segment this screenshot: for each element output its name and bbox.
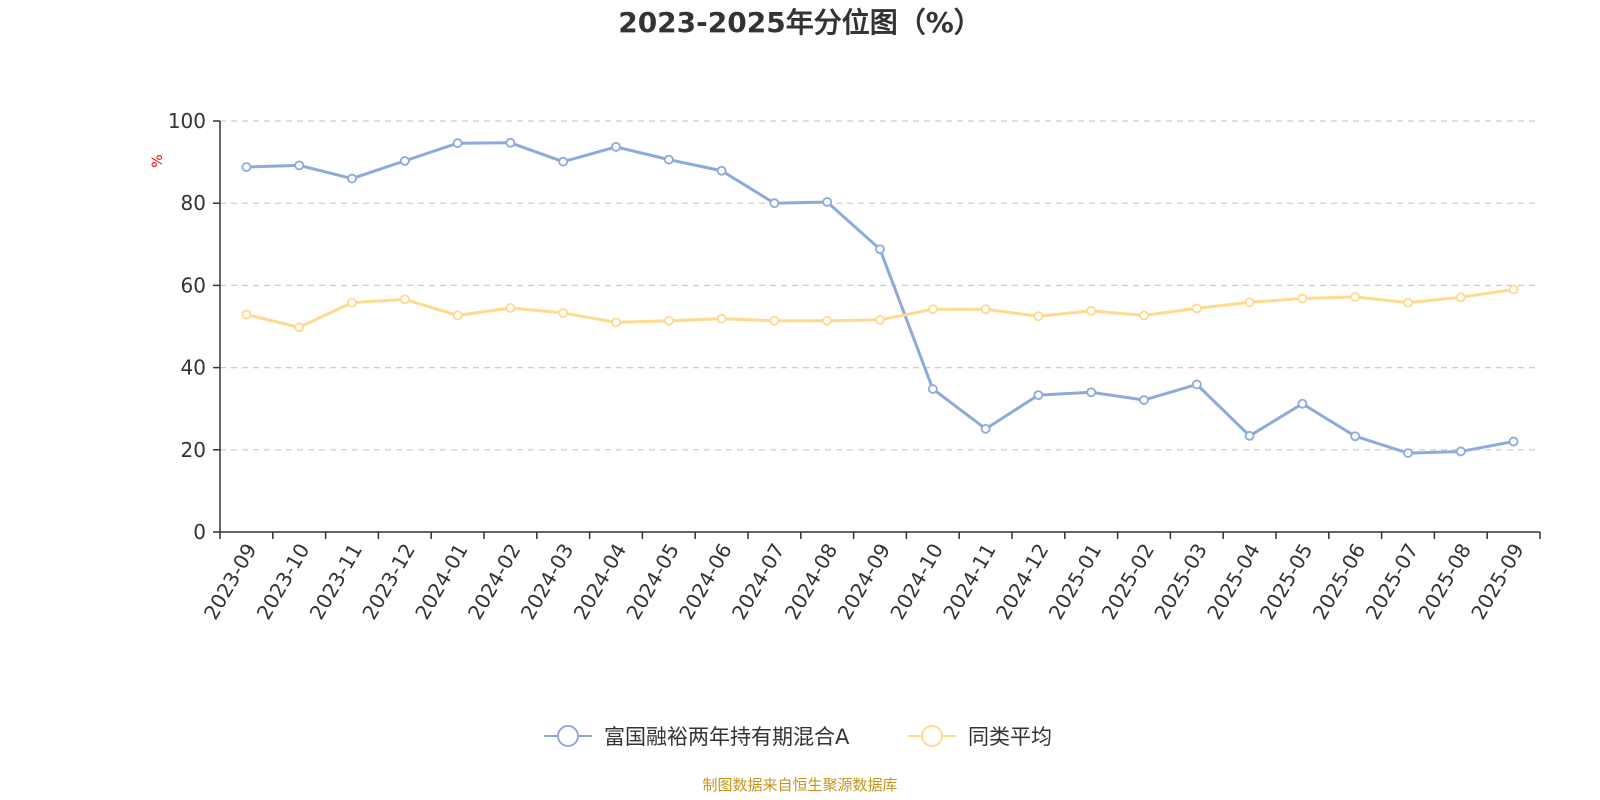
data-point <box>347 173 357 184</box>
legend-marker-icon <box>921 725 943 747</box>
legend[interactable]: 富国融裕两年持有期混合A 同类平均 <box>544 725 1052 749</box>
x-tick-labels: 2023-092023-102023-112023-122024-012024-… <box>199 539 1529 623</box>
data-point <box>769 315 780 326</box>
legend-label: 同类平均 <box>968 725 1052 749</box>
data-point <box>875 244 885 255</box>
data-point <box>927 304 938 315</box>
data-point <box>347 297 357 308</box>
series-1 <box>241 284 1519 333</box>
data-point <box>558 156 569 167</box>
data-point <box>822 197 833 207</box>
legend-item[interactable]: 富国融裕两年持有期混合A <box>544 725 850 749</box>
data-point <box>1139 395 1149 405</box>
series-0 <box>241 137 1519 458</box>
y-tick-label: 80 <box>181 191 206 215</box>
grid-lines <box>220 120 1540 451</box>
data-point <box>875 315 885 325</box>
data-point <box>1455 446 1466 457</box>
data-point <box>505 303 516 313</box>
data-point <box>1350 292 1361 302</box>
data-point <box>1350 431 1361 442</box>
data-point <box>452 138 463 149</box>
y-tick-labels: 0 20 40 60 80 100 <box>168 109 206 544</box>
data-point <box>399 294 410 305</box>
data-point <box>1455 292 1466 303</box>
chart-title: 2023-2025年分位图（%） <box>618 6 982 39</box>
data-point <box>399 155 410 166</box>
y-tick-label: 100 <box>168 109 206 133</box>
data-point <box>1403 297 1413 308</box>
data-point <box>1244 430 1255 441</box>
y-tick-label: 40 <box>181 356 206 380</box>
data-point <box>980 423 991 434</box>
y-axis-label: % <box>150 154 166 167</box>
data-point <box>1508 436 1519 447</box>
data-point <box>1139 310 1149 321</box>
legend-marker-icon <box>557 725 579 747</box>
data-point <box>1086 387 1097 398</box>
data-point <box>716 313 727 324</box>
data-point <box>1033 311 1044 322</box>
data-point <box>294 160 305 171</box>
y-tick-label: 0 <box>193 520 206 544</box>
series-lines <box>241 137 1519 458</box>
legend-item[interactable]: 同类平均 <box>908 725 1052 749</box>
data-point <box>241 309 252 320</box>
data-point <box>505 137 516 148</box>
data-point <box>663 154 674 165</box>
data-point <box>558 308 569 318</box>
axes <box>213 120 1541 539</box>
data-point <box>294 322 305 333</box>
data-point <box>1244 297 1255 308</box>
data-point <box>1403 448 1413 458</box>
data-point <box>1297 398 1308 409</box>
data-point <box>611 141 621 152</box>
source-note: 制图数据来自恒生聚源数据库 <box>702 776 897 794</box>
y-tick-label: 60 <box>181 273 206 297</box>
legend-label: 富国融裕两年持有期混合A <box>604 725 850 749</box>
data-point <box>663 315 674 326</box>
data-point <box>452 310 463 321</box>
data-point <box>611 317 621 328</box>
y-tick-label: 20 <box>181 438 206 462</box>
data-point <box>822 315 833 326</box>
data-point <box>1508 284 1519 295</box>
data-point <box>1191 303 1202 314</box>
data-point <box>927 384 938 394</box>
data-point <box>1297 293 1308 304</box>
data-point <box>1191 379 1202 390</box>
data-point <box>769 198 780 209</box>
data-point <box>980 304 991 315</box>
data-point <box>1086 305 1097 316</box>
data-point <box>241 162 252 172</box>
data-point <box>1033 390 1044 401</box>
data-point <box>716 165 727 176</box>
